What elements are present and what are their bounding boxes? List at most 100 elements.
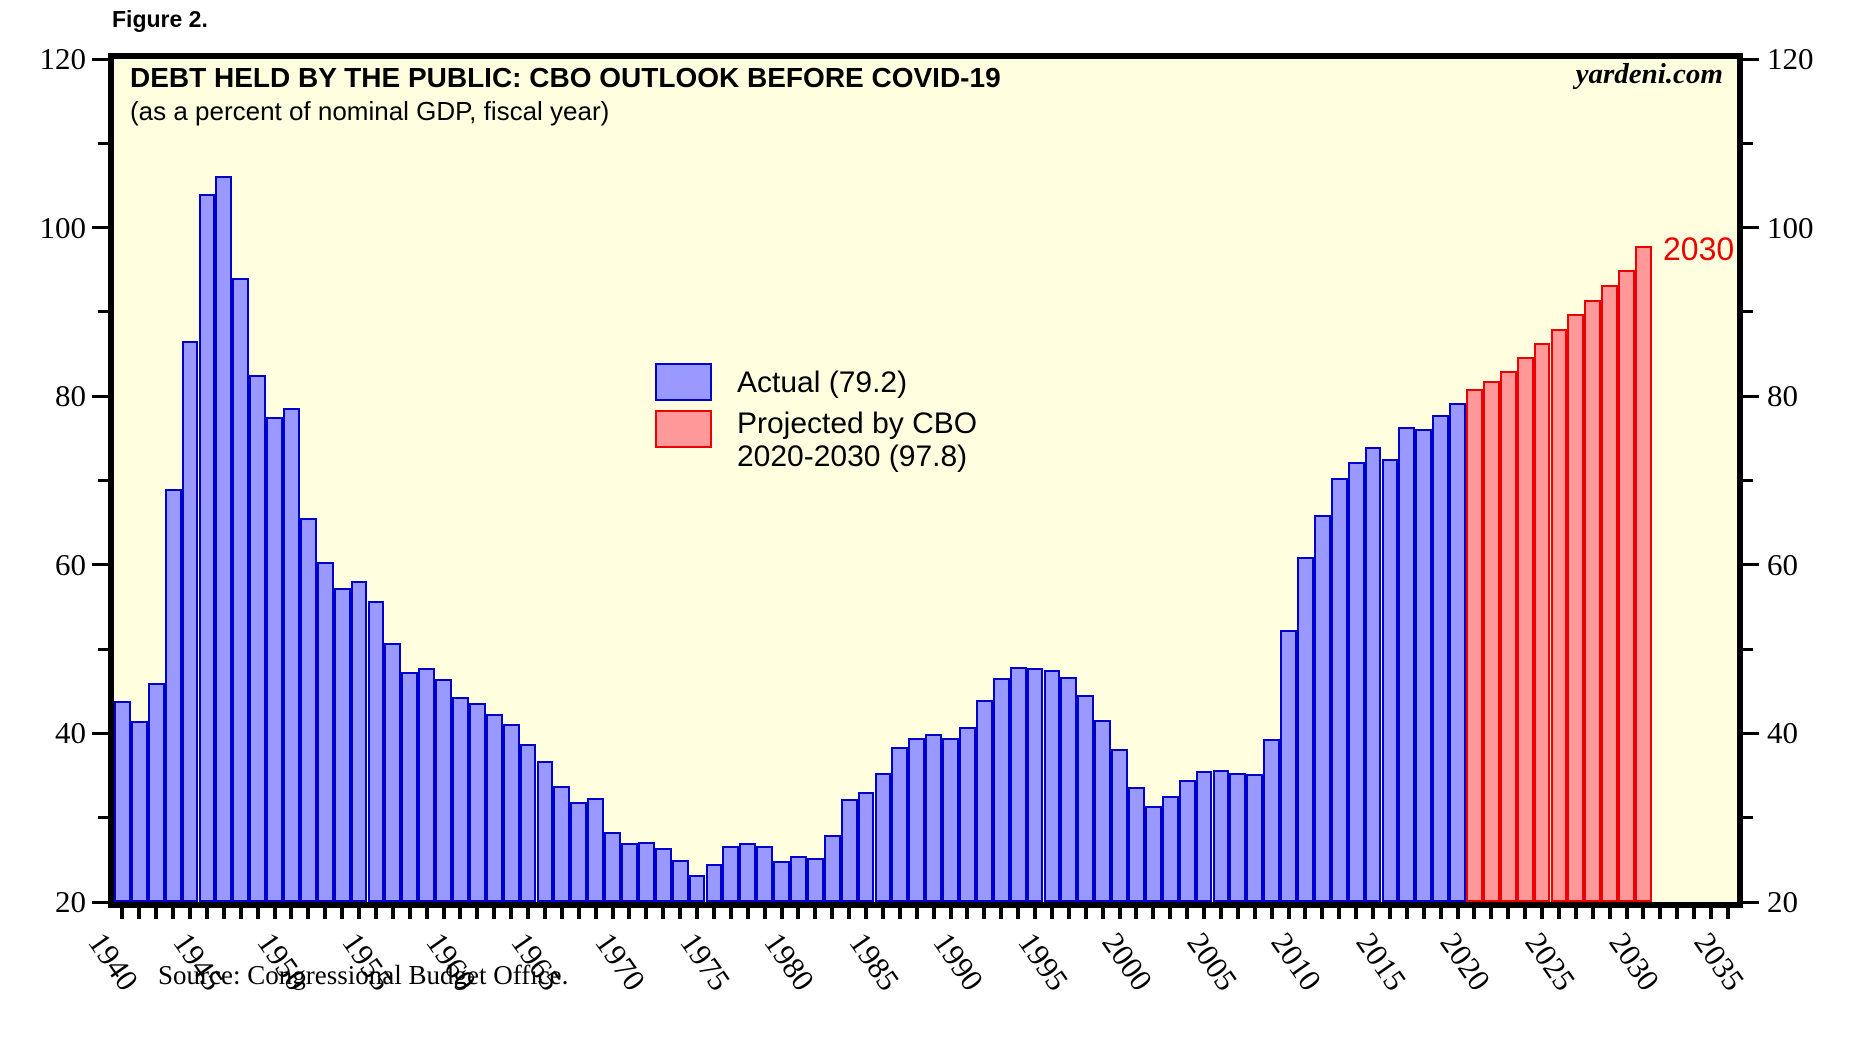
bar-2029 bbox=[1618, 269, 1635, 902]
x-tick-1958 bbox=[424, 908, 429, 919]
bar-2007 bbox=[1246, 773, 1264, 902]
y-tick-right-50 bbox=[1743, 647, 1753, 651]
x-tick-2026 bbox=[1573, 908, 1578, 919]
y-tick-left-120 bbox=[92, 57, 108, 61]
x-tick-2027 bbox=[1590, 908, 1595, 919]
x-tick-1989 bbox=[948, 908, 953, 919]
x-tick-2012 bbox=[1337, 908, 1342, 919]
x-axis-label-2000: 2000 bbox=[1095, 926, 1160, 997]
bar-1947 bbox=[232, 278, 250, 902]
x-tick-2021 bbox=[1489, 908, 1494, 919]
bar-1946 bbox=[215, 176, 233, 902]
bar-2014 bbox=[1364, 446, 1382, 902]
x-tick-2022 bbox=[1506, 908, 1511, 919]
x-axis-label-2020: 2020 bbox=[1433, 926, 1498, 997]
bar-1974 bbox=[688, 875, 706, 902]
x-tick-2019 bbox=[1455, 908, 1460, 919]
bar-1948 bbox=[249, 375, 267, 902]
x-axis-label-1990: 1990 bbox=[926, 926, 991, 997]
bar-1957 bbox=[401, 671, 419, 902]
x-tick-1955 bbox=[373, 908, 378, 919]
bar-1973 bbox=[671, 859, 689, 902]
bar-2023 bbox=[1516, 356, 1534, 902]
y-tick-left-70 bbox=[98, 479, 108, 482]
bar-1983 bbox=[840, 799, 858, 902]
x-tick-2014 bbox=[1371, 908, 1376, 919]
x-axis-label-2015: 2015 bbox=[1349, 926, 1414, 997]
y-tick-left-90 bbox=[98, 310, 108, 314]
x-tick-2029 bbox=[1624, 908, 1629, 919]
bar-2004 bbox=[1195, 771, 1213, 902]
bar-1956 bbox=[384, 643, 402, 902]
bar-1941 bbox=[130, 720, 148, 902]
x-tick-1974 bbox=[695, 908, 700, 919]
y-tick-right-20 bbox=[1743, 900, 1759, 904]
bar-2030 bbox=[1635, 246, 1652, 902]
bar-2026 bbox=[1567, 313, 1585, 902]
x-tick-1991 bbox=[982, 908, 987, 919]
bar-1987 bbox=[908, 737, 926, 902]
x-tick-2030 bbox=[1641, 908, 1646, 919]
bar-2003 bbox=[1178, 779, 1196, 902]
bar-1984 bbox=[857, 791, 875, 902]
y-tick-left-60 bbox=[92, 563, 108, 567]
x-tick-1981 bbox=[813, 908, 818, 919]
x-axis-label-2025: 2025 bbox=[1518, 926, 1583, 997]
x-tick-1976 bbox=[728, 908, 733, 919]
x-tick-2008 bbox=[1269, 908, 1274, 919]
y-axis-label-right-120: 120 bbox=[1767, 41, 1814, 76]
y-tick-right-30 bbox=[1743, 816, 1753, 820]
x-tick-1978 bbox=[762, 908, 767, 919]
x-tick-2013 bbox=[1354, 908, 1359, 919]
bar-1977 bbox=[739, 842, 757, 902]
x-tick-1984 bbox=[864, 908, 869, 919]
x-tick-1979 bbox=[779, 908, 784, 919]
x-tick-1940 bbox=[120, 908, 125, 919]
x-tick-1953 bbox=[340, 908, 345, 919]
bar-1943 bbox=[164, 488, 182, 902]
x-tick-2002 bbox=[1168, 908, 1173, 919]
x-tick-1943 bbox=[171, 908, 176, 919]
x-tick-2034 bbox=[1709, 908, 1714, 919]
bar-1997 bbox=[1077, 695, 1095, 902]
bar-1949 bbox=[266, 417, 283, 902]
x-tick-1962 bbox=[492, 908, 497, 919]
y-tick-right-60 bbox=[1743, 563, 1759, 567]
x-tick-1942 bbox=[154, 908, 159, 919]
bar-1961 bbox=[468, 703, 486, 902]
source-note: Source: Congressional Budget Office. bbox=[158, 960, 569, 990]
x-tick-2006 bbox=[1235, 908, 1240, 919]
bar-1966 bbox=[553, 785, 571, 902]
bar-1994 bbox=[1026, 668, 1044, 902]
x-tick-1967 bbox=[576, 908, 581, 919]
bar-2017 bbox=[1415, 429, 1433, 902]
x-tick-1994 bbox=[1033, 908, 1038, 919]
legend-label-projected: Projected by CBO 2020-2030 (97.8) bbox=[737, 407, 977, 473]
bar-1998 bbox=[1094, 719, 1112, 902]
bar-1989 bbox=[942, 738, 959, 902]
x-axis-label-2035: 2035 bbox=[1687, 926, 1752, 997]
bar-1979 bbox=[773, 860, 790, 902]
x-tick-1998 bbox=[1100, 908, 1105, 919]
y-tick-left-100 bbox=[92, 226, 108, 230]
y-axis-label-left-40: 40 bbox=[55, 715, 86, 751]
annotation-2030-label: 2030 bbox=[1663, 231, 1735, 267]
x-tick-1960 bbox=[458, 908, 463, 919]
x-tick-1941 bbox=[137, 908, 142, 919]
x-tick-1983 bbox=[847, 908, 852, 919]
x-tick-1997 bbox=[1083, 908, 1088, 919]
y-tick-left-20 bbox=[92, 900, 108, 904]
x-tick-1951 bbox=[306, 908, 311, 919]
x-tick-1995 bbox=[1049, 908, 1054, 919]
bar-1995 bbox=[1043, 670, 1061, 902]
bar-2012 bbox=[1330, 477, 1348, 902]
bar-1960 bbox=[452, 697, 469, 902]
y-axis-label-right-100: 100 bbox=[1767, 209, 1814, 245]
bar-1958 bbox=[418, 667, 436, 902]
bar-2001 bbox=[1144, 805, 1162, 902]
x-axis-label-1980: 1980 bbox=[757, 926, 822, 997]
x-tick-1954 bbox=[357, 908, 362, 919]
x-tick-1980 bbox=[796, 908, 801, 919]
x-tick-1970 bbox=[627, 908, 632, 919]
bar-1940 bbox=[114, 701, 131, 902]
